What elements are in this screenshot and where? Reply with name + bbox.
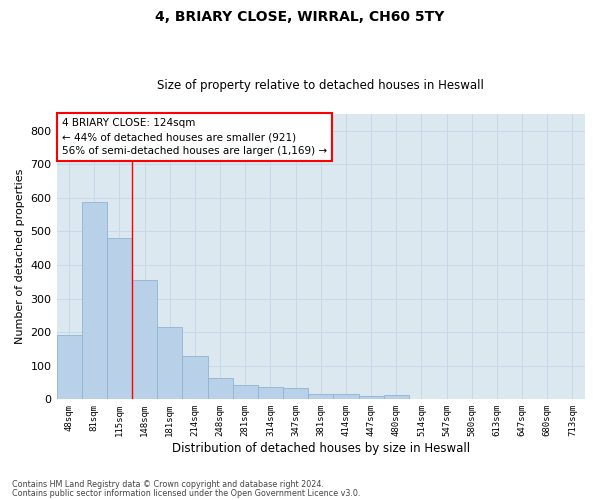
Text: 4, BRIARY CLOSE, WIRRAL, CH60 5TY: 4, BRIARY CLOSE, WIRRAL, CH60 5TY: [155, 10, 445, 24]
Bar: [56, 334, 82, 400]
Bar: [283, 388, 308, 400]
X-axis label: Distribution of detached houses by size in Heswall: Distribution of detached houses by size …: [172, 442, 470, 455]
Bar: [334, 394, 359, 400]
Text: 4 BRIARY CLOSE: 124sqm
← 44% of detached houses are smaller (921)
56% of semi-de: 4 BRIARY CLOSE: 124sqm ← 44% of detached…: [62, 118, 327, 156]
Bar: [359, 396, 383, 400]
Bar: [132, 280, 157, 400]
Bar: [107, 238, 132, 400]
Bar: [233, 384, 258, 400]
Bar: [82, 202, 107, 400]
Text: Contains public sector information licensed under the Open Government Licence v3: Contains public sector information licen…: [12, 488, 361, 498]
Bar: [157, 327, 182, 400]
Bar: [383, 396, 409, 400]
Bar: [208, 378, 233, 400]
Title: Size of property relative to detached houses in Heswall: Size of property relative to detached ho…: [157, 79, 484, 92]
Bar: [182, 356, 208, 400]
Text: Contains HM Land Registry data © Crown copyright and database right 2024.: Contains HM Land Registry data © Crown c…: [12, 480, 324, 489]
Y-axis label: Number of detached properties: Number of detached properties: [15, 169, 25, 344]
Bar: [308, 394, 334, 400]
Bar: [258, 387, 283, 400]
